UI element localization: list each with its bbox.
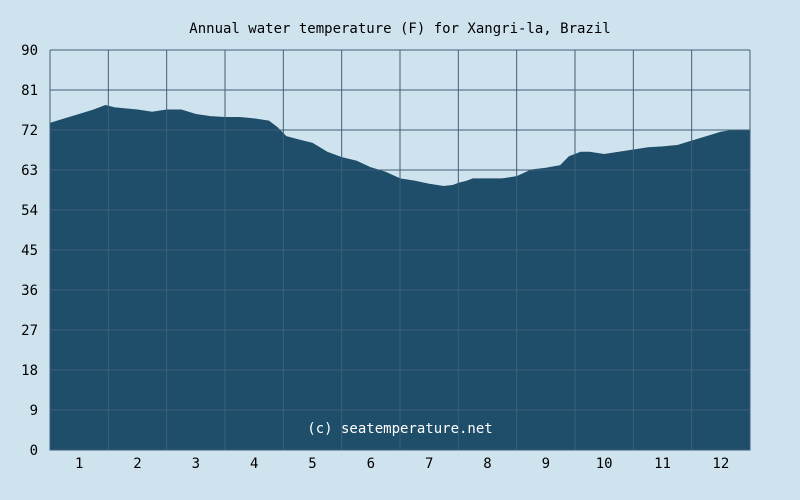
y-tick-label: 27 <box>21 323 38 339</box>
x-tick-label: 6 <box>367 456 375 472</box>
y-tick-label: 0 <box>30 443 38 459</box>
y-tick-label: 9 <box>30 403 38 419</box>
x-tick-label: 7 <box>425 456 433 472</box>
gridlines <box>49 49 751 451</box>
y-tick-label: 81 <box>21 83 38 99</box>
x-tick-label: 10 <box>596 456 613 472</box>
x-tick-label: 11 <box>654 456 671 472</box>
y-tick-label: 45 <box>21 243 38 259</box>
chart-title: Annual water temperature (F) for Xangri-… <box>189 21 610 37</box>
y-tick-label: 54 <box>21 203 38 219</box>
watermark-text: (c) seatemperature.net <box>307 421 492 437</box>
x-axis-ticks: 1 2 3 4 5 6 7 8 9 10 11 12 <box>75 456 729 472</box>
y-tick-label: 36 <box>21 283 38 299</box>
x-tick-label: 1 <box>75 456 83 472</box>
x-tick-label: 2 <box>133 456 141 472</box>
y-tick-label: 90 <box>21 43 38 59</box>
y-tick-label: 63 <box>21 163 38 179</box>
x-tick-label: 12 <box>712 456 729 472</box>
x-tick-label: 9 <box>542 456 550 472</box>
x-tick-label: 4 <box>250 456 258 472</box>
x-tick-label: 5 <box>308 456 316 472</box>
y-tick-label: 18 <box>21 363 38 379</box>
y-tick-label: 72 <box>21 123 38 139</box>
x-tick-label: 8 <box>483 456 491 472</box>
x-tick-label: 3 <box>192 456 200 472</box>
y-axis-ticks: 0 9 18 27 36 45 54 63 72 81 90 <box>21 43 38 459</box>
